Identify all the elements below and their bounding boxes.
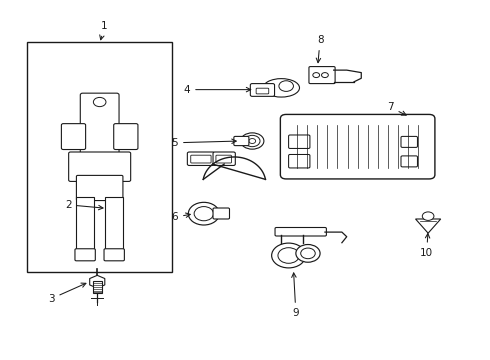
- Text: 5: 5: [172, 138, 236, 148]
- FancyBboxPatch shape: [216, 155, 231, 163]
- FancyBboxPatch shape: [213, 152, 235, 166]
- Circle shape: [194, 207, 214, 221]
- Text: 2: 2: [65, 200, 103, 210]
- FancyBboxPatch shape: [275, 228, 326, 236]
- Circle shape: [278, 248, 299, 263]
- FancyBboxPatch shape: [256, 88, 269, 94]
- FancyBboxPatch shape: [309, 67, 335, 84]
- Circle shape: [271, 243, 306, 268]
- Bar: [76, 197, 94, 253]
- Ellipse shape: [241, 133, 264, 149]
- FancyBboxPatch shape: [234, 136, 249, 145]
- Circle shape: [422, 212, 434, 220]
- Polygon shape: [90, 275, 105, 288]
- Text: 6: 6: [172, 212, 190, 222]
- FancyBboxPatch shape: [80, 93, 119, 159]
- FancyBboxPatch shape: [250, 84, 274, 96]
- FancyBboxPatch shape: [104, 249, 124, 261]
- Text: 1: 1: [100, 21, 108, 40]
- Circle shape: [296, 244, 320, 262]
- Circle shape: [301, 248, 315, 259]
- Text: 3: 3: [48, 283, 86, 304]
- Polygon shape: [416, 219, 441, 233]
- Circle shape: [94, 98, 106, 107]
- Bar: [27, 42, 172, 272]
- FancyBboxPatch shape: [187, 152, 215, 166]
- Text: 8: 8: [316, 35, 323, 63]
- Text: 10: 10: [420, 234, 433, 258]
- Circle shape: [313, 73, 319, 77]
- Bar: [105, 197, 123, 253]
- FancyBboxPatch shape: [75, 249, 96, 261]
- Text: 4: 4: [184, 85, 251, 95]
- FancyBboxPatch shape: [213, 208, 229, 219]
- FancyBboxPatch shape: [69, 152, 131, 181]
- Ellipse shape: [263, 78, 299, 97]
- FancyBboxPatch shape: [280, 114, 435, 179]
- Circle shape: [321, 73, 328, 77]
- Circle shape: [188, 202, 220, 225]
- Bar: [93, 281, 101, 293]
- Circle shape: [279, 81, 294, 91]
- FancyBboxPatch shape: [114, 123, 138, 149]
- FancyBboxPatch shape: [401, 156, 417, 167]
- FancyBboxPatch shape: [289, 135, 310, 148]
- FancyBboxPatch shape: [76, 175, 123, 201]
- Circle shape: [249, 139, 256, 144]
- FancyBboxPatch shape: [191, 155, 211, 163]
- FancyBboxPatch shape: [61, 123, 86, 149]
- Circle shape: [245, 135, 260, 147]
- FancyBboxPatch shape: [401, 136, 417, 147]
- Text: 9: 9: [292, 273, 299, 318]
- FancyBboxPatch shape: [289, 154, 310, 168]
- Text: 7: 7: [387, 102, 406, 115]
